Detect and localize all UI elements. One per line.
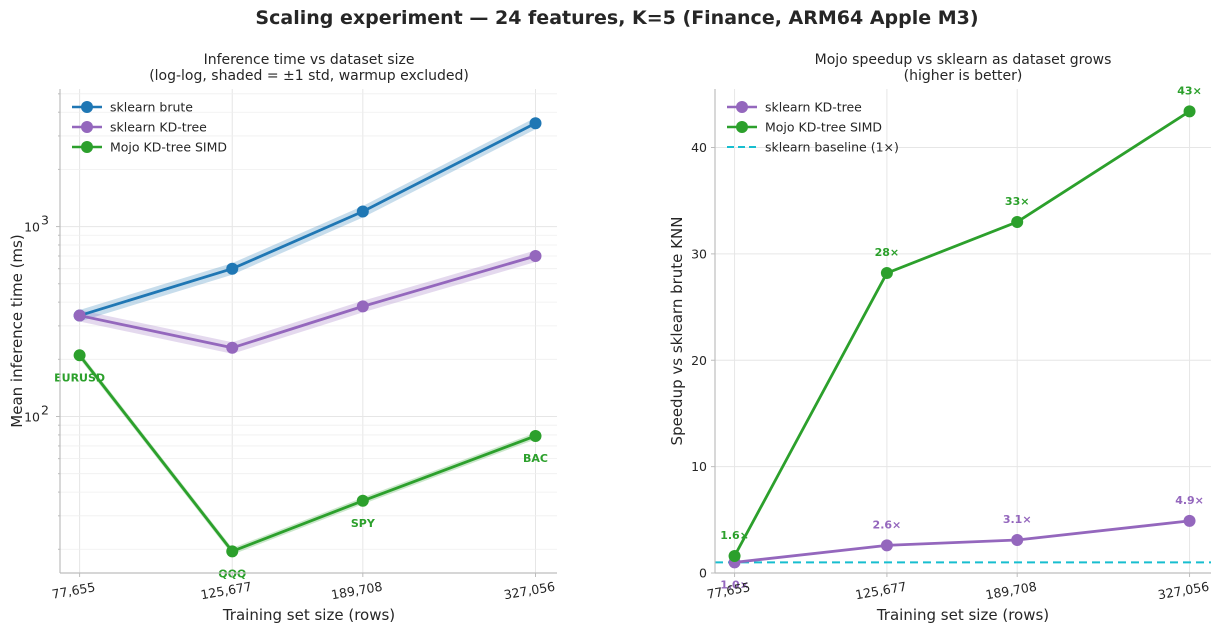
data-point-mojo_simd — [529, 429, 542, 442]
x-tick-label: 327,056 — [1157, 579, 1211, 603]
series-line-sklearn_kdtree — [79, 254, 536, 350]
data-label-sklearn_kdtree: 3.1× — [1003, 513, 1032, 526]
x-tick-label: 125,677 — [199, 579, 253, 603]
right-data-labels: 1.0× 2.6× 3.1× 4.9× 1.6× 28× 33× 43× — [720, 84, 1204, 591]
right-grid — [715, 89, 1211, 574]
legend-entry: Mojo KD-tree SIMD — [765, 120, 882, 135]
data-label-mojo_simd: 28× — [875, 246, 900, 259]
data-label-sklearn_kdtree: 1.0× — [720, 578, 749, 591]
data-point-mojo_simd — [73, 349, 86, 362]
y-tick-label: 10 — [24, 220, 40, 235]
data-point-mojo_simd — [1011, 215, 1024, 228]
data-point-sklearn_kdtree — [1011, 534, 1024, 547]
y-tick-label: 30 — [691, 246, 707, 261]
legend-entry: sklearn brute — [110, 100, 193, 115]
left-grid — [60, 89, 557, 573]
legend-entry: sklearn KD-tree — [765, 100, 862, 115]
legend-swatch-marker — [81, 141, 93, 153]
legend-entry: sklearn KD-tree — [110, 120, 207, 135]
left-y-axis-label: Mean inference time (ms) — [8, 234, 26, 427]
legend-swatch-marker — [736, 121, 748, 133]
data-point-sklearn_kdtree — [880, 539, 893, 552]
data-point-sklearn_kdtree — [356, 300, 369, 313]
series-line-mojo_simd — [733, 110, 1191, 557]
legend-entry: sklearn baseline (1×) — [765, 140, 899, 155]
data-point-sklearn_brute — [226, 262, 239, 275]
data-point-sklearn_kdtree — [226, 341, 239, 354]
left-chart-subtitle: (log-log, shaded = ±1 std, warmup exclud… — [149, 68, 469, 84]
point-label: SPY — [351, 517, 376, 530]
data-point-sklearn_kdtree — [73, 309, 86, 322]
series-line-sklearn_kdtree — [734, 519, 1190, 564]
x-tick-label: 125,677 — [854, 579, 908, 603]
y-tick-label: 20 — [691, 353, 707, 368]
std-band-mojo_simd — [79, 352, 536, 555]
y-tick-label: 0 — [699, 566, 707, 581]
right-series-points — [728, 105, 1196, 569]
data-label-mojo_simd: 1.6× — [720, 529, 749, 542]
speedup-chart: Mojo speedup vs sklearn as dataset grows… — [668, 52, 1211, 624]
right-legend: sklearn KD-tree Mojo KD-tree SIMD sklearn … — [727, 100, 899, 155]
right-chart-subtitle: (higher is better) — [904, 68, 1023, 84]
y-tick-label: 40 — [691, 140, 707, 155]
left-legend: sklearn brute sklearn KD-tree Mojo KD-tree… — [72, 100, 227, 155]
y-tick-label: 10 — [24, 410, 40, 425]
left-std-bands — [79, 117, 536, 555]
x-tick-label: 327,056 — [503, 579, 557, 603]
y-tick-label: 10 — [691, 459, 707, 474]
right-y-axis-label: Speedup vs sklearn brute KNN — [668, 217, 686, 446]
left-axes-spines — [59, 89, 557, 574]
series-line-sklearn_brute — [79, 121, 537, 317]
left-x-axis-label: Training set size (rows) — [222, 606, 395, 624]
right-series-lines — [733, 110, 1191, 564]
legend-swatch-marker — [81, 101, 93, 113]
right-x-axis-label: Training set size (rows) — [876, 606, 1049, 624]
data-point-mojo_simd — [728, 549, 741, 562]
x-tick-label: 189,708 — [984, 579, 1038, 603]
data-label-sklearn_kdtree: 4.9× — [1175, 494, 1204, 507]
x-tick-label: 77,655 — [51, 579, 97, 601]
y-tick-exponent: 2 — [41, 403, 49, 418]
data-point-sklearn_brute — [356, 205, 369, 218]
data-point-sklearn_kdtree — [1183, 514, 1196, 527]
data-label-mojo_simd: 43× — [1177, 84, 1202, 97]
data-point-mojo_simd — [1183, 105, 1196, 118]
data-point-sklearn_brute — [529, 117, 542, 130]
legend-swatch-marker — [81, 121, 93, 133]
right-tick-labels: 0 10 20 30 40 77,655 125,677 189,708 327,056 — [691, 140, 1210, 602]
right-chart-title: Mojo speedup vs sklearn as dataset grows — [815, 52, 1112, 68]
left-series-points — [73, 117, 542, 558]
figure-title: Scaling experiment — 24 features, K=5 (F… — [255, 7, 978, 29]
x-tick-label: 77,655 — [706, 579, 752, 601]
data-label-sklearn_kdtree: 2.6× — [873, 518, 902, 531]
data-point-mojo_simd — [226, 545, 239, 558]
data-label-mojo_simd: 33× — [1005, 195, 1030, 208]
point-label: BAC — [523, 452, 548, 465]
series-line-mojo_simd — [78, 354, 536, 553]
y-tick-exponent: 3 — [41, 213, 49, 228]
data-point-mojo_simd — [880, 267, 893, 280]
data-point-mojo_simd — [356, 494, 369, 507]
legend-entry: Mojo KD-tree SIMD — [110, 140, 227, 155]
left-series-lines — [78, 121, 537, 553]
data-point-sklearn_kdtree — [529, 249, 542, 262]
left-chart-title: Inference time vs dataset size — [204, 52, 415, 68]
x-tick-label: 189,708 — [330, 579, 384, 603]
legend-swatch-marker — [736, 101, 748, 113]
point-label: EURUSD — [54, 371, 105, 384]
right-axes-spines — [714, 89, 1211, 574]
inference-time-chart: Inference time vs dataset size (log-log,… — [8, 52, 557, 624]
